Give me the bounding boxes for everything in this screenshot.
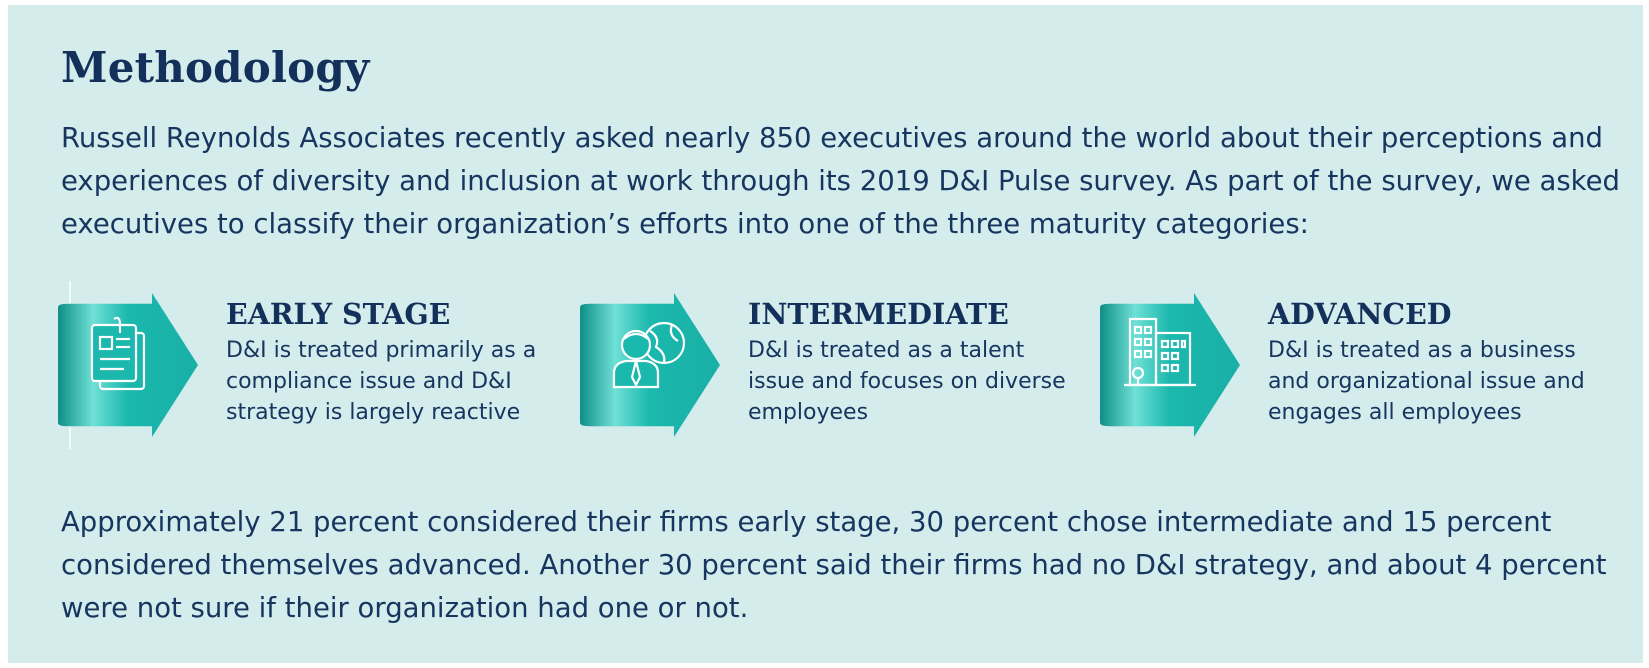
arrow-icon [58,281,198,449]
arrow-icon [1100,293,1240,437]
person-globe-icon [612,321,686,389]
stage-title: EARLY STAGE [226,297,451,331]
stage-title: INTERMEDIATE [748,297,1009,331]
intro-paragraph: Russell Reynolds Associates recently ask… [61,122,1621,240]
stage-title: ADVANCED [1268,297,1452,331]
page-title: Methodology [61,43,370,92]
summary-paragraph: Approximately 21 percent considered thei… [61,506,1607,624]
stage-description: D&I is treated as a talent issue and foc… [748,338,1066,425]
documents-icon [90,316,146,391]
methodology-panel: Methodology Russell Reynolds Associates … [8,5,1643,663]
stage-description: D&I is treated as a business and organiz… [1268,338,1585,425]
stage-description: D&I is treated primarily as a compliance… [226,338,537,425]
buildings-icon [1124,317,1196,387]
arrow-icon [580,293,720,437]
